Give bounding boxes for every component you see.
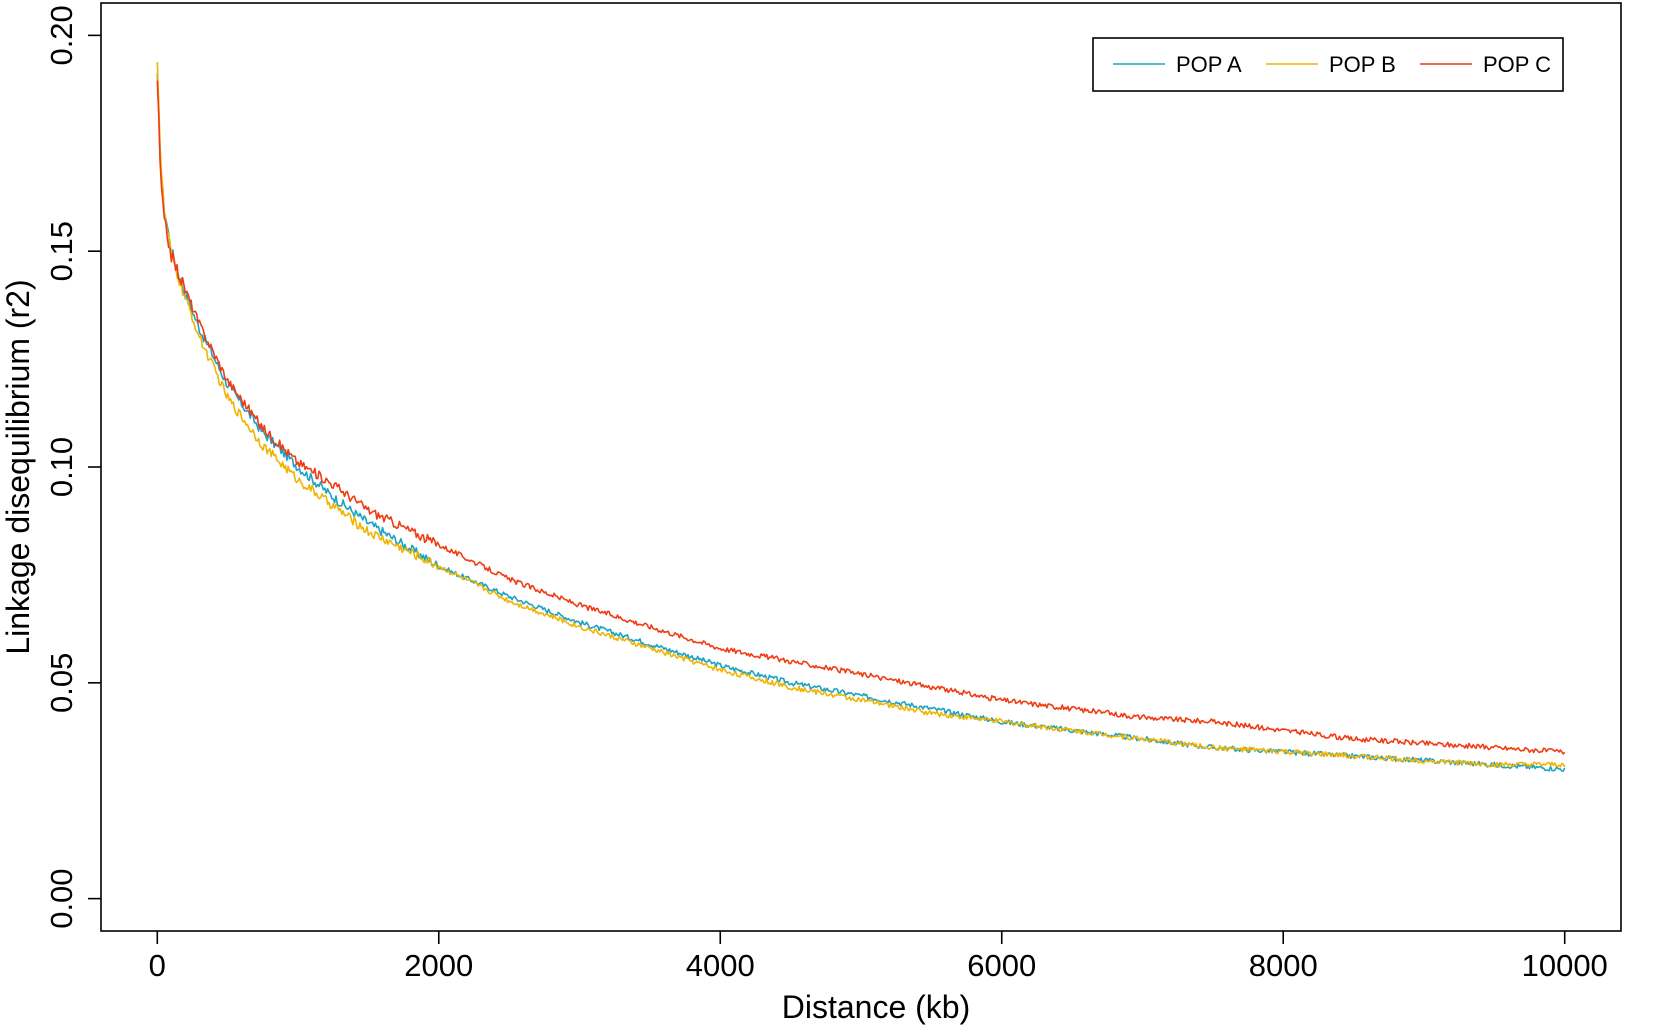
x-axis: 0 2000 4000 6000 8000 10000: [149, 931, 1608, 983]
x-tick-label: 8000: [1249, 948, 1318, 983]
legend: POP A POP B POP C: [1092, 37, 1564, 92]
x-tick-label: 10000: [1522, 948, 1608, 983]
y-tick-label: 0.00: [44, 868, 79, 928]
x-tick-label: 0: [149, 948, 166, 983]
y-axis-title: Linkage disequilibrium (r2): [0, 279, 36, 654]
legend-label-pop-c: POP C: [1483, 52, 1551, 77]
series-line-pop-a: [156, 73, 1566, 772]
series-line-pop-b: [156, 61, 1566, 769]
x-tick-label: 4000: [686, 948, 755, 983]
y-tick-label: 0.20: [44, 5, 79, 65]
y-axis: 0.00 0.05 0.10 0.15 0.20: [44, 5, 101, 929]
series-layer: [156, 61, 1566, 772]
x-axis-title: Distance (kb): [782, 989, 971, 1025]
x-tick-label: 6000: [967, 948, 1036, 983]
legend-label-pop-b: POP B: [1329, 52, 1396, 77]
y-tick-label: 0.15: [44, 221, 79, 281]
legend-label-pop-a: POP A: [1176, 52, 1242, 77]
y-tick-label: 0.05: [44, 653, 79, 713]
series-line-pop-c: [156, 80, 1566, 755]
y-tick-label: 0.10: [44, 437, 79, 497]
x-tick-label: 2000: [404, 948, 473, 983]
plot-frame: [100, 2, 1622, 932]
legend-box: [1092, 37, 1564, 92]
